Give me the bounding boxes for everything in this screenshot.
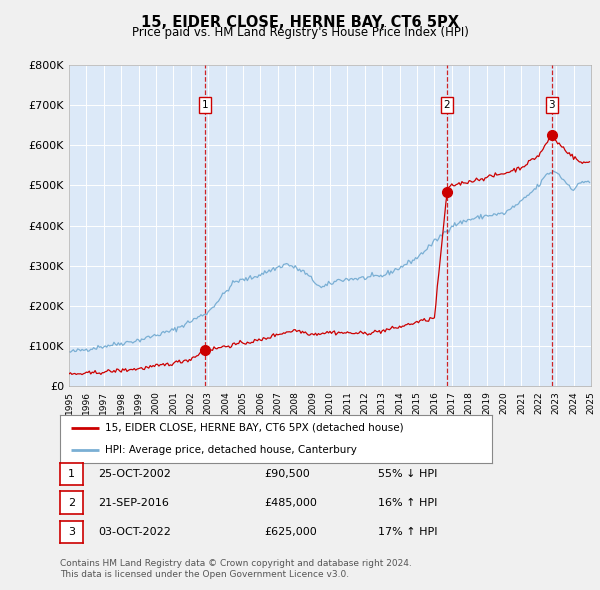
Text: 15, EIDER CLOSE, HERNE BAY, CT6 5PX (detached house): 15, EIDER CLOSE, HERNE BAY, CT6 5PX (det… bbox=[106, 423, 404, 433]
Text: This data is licensed under the Open Government Licence v3.0.: This data is licensed under the Open Gov… bbox=[60, 571, 349, 579]
Text: 3: 3 bbox=[68, 527, 75, 537]
Text: 1: 1 bbox=[202, 100, 208, 110]
Text: 15, EIDER CLOSE, HERNE BAY, CT6 5PX: 15, EIDER CLOSE, HERNE BAY, CT6 5PX bbox=[141, 15, 459, 30]
Text: 16% ↑ HPI: 16% ↑ HPI bbox=[378, 498, 437, 507]
Text: 25-OCT-2002: 25-OCT-2002 bbox=[98, 469, 170, 478]
Text: 2: 2 bbox=[68, 498, 75, 507]
Text: 17% ↑ HPI: 17% ↑ HPI bbox=[378, 527, 437, 537]
Text: £90,500: £90,500 bbox=[264, 469, 310, 478]
Text: Price paid vs. HM Land Registry's House Price Index (HPI): Price paid vs. HM Land Registry's House … bbox=[131, 26, 469, 39]
Text: HPI: Average price, detached house, Canterbury: HPI: Average price, detached house, Cant… bbox=[106, 445, 357, 455]
Text: 3: 3 bbox=[548, 100, 555, 110]
Text: £625,000: £625,000 bbox=[264, 527, 317, 537]
Text: Contains HM Land Registry data © Crown copyright and database right 2024.: Contains HM Land Registry data © Crown c… bbox=[60, 559, 412, 568]
Text: 2: 2 bbox=[443, 100, 450, 110]
Text: 21-SEP-2016: 21-SEP-2016 bbox=[98, 498, 169, 507]
Text: 55% ↓ HPI: 55% ↓ HPI bbox=[378, 469, 437, 478]
Text: £485,000: £485,000 bbox=[264, 498, 317, 507]
Text: 03-OCT-2022: 03-OCT-2022 bbox=[98, 527, 170, 537]
Text: 1: 1 bbox=[68, 469, 75, 478]
